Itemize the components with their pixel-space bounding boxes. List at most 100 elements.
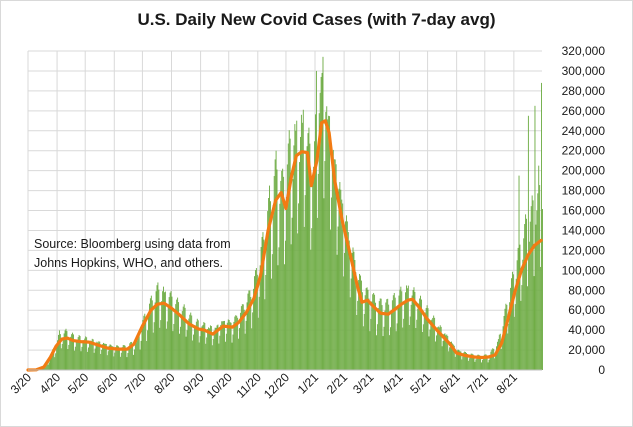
daily-case-bar: [204, 322, 206, 370]
daily-case-bar: [266, 234, 268, 370]
daily-case-bar: [161, 301, 163, 370]
daily-case-bar: [227, 319, 229, 370]
daily-case-bar: [52, 349, 54, 370]
daily-case-bar: [313, 166, 315, 370]
daily-case-bar: [151, 300, 153, 370]
daily-case-bar: [380, 298, 382, 370]
daily-case-bar: [316, 217, 318, 370]
daily-case-bar: [389, 335, 391, 370]
daily-case-bar: [417, 308, 419, 370]
daily-case-bar: [245, 320, 247, 370]
daily-case-bar: [470, 353, 472, 370]
daily-case-bar: [285, 240, 286, 370]
daily-case-bar: [85, 336, 87, 370]
daily-case-bar: [292, 179, 294, 370]
daily-case-bar: [141, 327, 143, 370]
daily-case-bar: [72, 332, 74, 370]
daily-case-bar: [172, 331, 174, 370]
daily-case-bar: [503, 315, 505, 370]
daily-case-bar: [511, 271, 513, 370]
daily-case-bar: [360, 280, 362, 370]
daily-case-bar: [512, 274, 514, 370]
daily-case-bar: [404, 303, 406, 370]
daily-case-bar: [526, 218, 527, 370]
daily-case-bar: [447, 335, 449, 370]
daily-case-bar: [273, 176, 275, 370]
daily-case-bar: [542, 209, 543, 370]
daily-case-bar: [307, 133, 309, 370]
daily-case-bar: [487, 362, 489, 370]
daily-case-bar: [349, 297, 351, 370]
daily-case-bar: [131, 341, 133, 370]
daily-case-bar: [310, 249, 312, 370]
daily-case-bar: [133, 349, 135, 370]
daily-case-bar: [58, 330, 60, 370]
daily-case-bar: [120, 352, 122, 370]
daily-case-bar: [133, 354, 134, 370]
daily-case-bar: [365, 288, 367, 370]
daily-case-bar: [480, 356, 482, 370]
daily-case-bar: [330, 229, 331, 370]
daily-case-bar: [340, 189, 342, 370]
daily-case-bar: [401, 291, 403, 370]
daily-case-bar: [305, 151, 307, 370]
daily-case-bar: [209, 328, 210, 370]
daily-case-bar: [121, 347, 123, 370]
daily-case-bar: [369, 331, 371, 370]
daily-case-bar: [125, 348, 127, 370]
daily-case-bar: [73, 334, 74, 370]
daily-case-bar: [171, 296, 173, 370]
daily-case-bar: [84, 338, 86, 370]
daily-case-bar: [150, 295, 152, 370]
daily-case-bar: [145, 316, 147, 370]
daily-case-bar: [233, 321, 235, 370]
daily-case-bar: [174, 312, 176, 370]
daily-case-bar: [459, 351, 461, 370]
daily-case-bar: [496, 341, 498, 370]
daily-case-bar: [345, 221, 346, 370]
daily-case-bar: [392, 295, 394, 370]
x-tick-label: 5/20: [65, 370, 92, 397]
daily-case-bar: [70, 336, 72, 370]
daily-case-bar: [156, 285, 158, 370]
daily-case-bar: [362, 326, 364, 370]
daily-case-bar: [431, 319, 433, 370]
daily-case-bar: [259, 265, 261, 370]
daily-case-bar: [262, 232, 264, 370]
daily-case-bar: [79, 336, 81, 370]
daily-case-bar: [202, 324, 204, 370]
daily-case-bar: [457, 349, 459, 370]
daily-case-bar: [175, 304, 177, 370]
daily-case-bar: [238, 338, 240, 370]
daily-case-bar: [224, 341, 226, 370]
daily-case-bar: [463, 352, 465, 370]
daily-case-bar: [99, 341, 101, 370]
daily-case-bar: [461, 359, 463, 370]
daily-case-bar: [258, 296, 260, 370]
daily-case-bar: [234, 316, 236, 370]
daily-case-bar: [169, 292, 171, 370]
daily-case-bar: [481, 359, 483, 370]
daily-case-bar: [321, 72, 323, 371]
daily-case-bar: [309, 143, 311, 370]
daily-case-bar: [403, 318, 405, 370]
daily-case-bar: [290, 244, 292, 370]
daily-case-bar: [541, 82, 542, 371]
daily-case-bar: [184, 307, 186, 370]
daily-case-bar: [363, 313, 365, 370]
daily-case-bar: [346, 221, 348, 370]
y-tick-label: 120,000: [562, 243, 606, 257]
daily-case-bar: [424, 312, 426, 370]
daily-case-bar: [314, 141, 316, 370]
daily-case-bar: [159, 327, 161, 370]
daily-case-bar: [350, 278, 352, 370]
daily-case-bar: [471, 353, 473, 370]
daily-case-bar: [486, 356, 488, 370]
daily-case-bar: [129, 343, 131, 370]
daily-case-bar: [206, 337, 208, 370]
y-tick-label: 240,000: [562, 124, 606, 138]
daily-case-bar: [341, 199, 343, 370]
daily-case-bar: [247, 293, 249, 370]
daily-case-bar: [215, 327, 217, 370]
daily-case-bar: [516, 260, 518, 370]
